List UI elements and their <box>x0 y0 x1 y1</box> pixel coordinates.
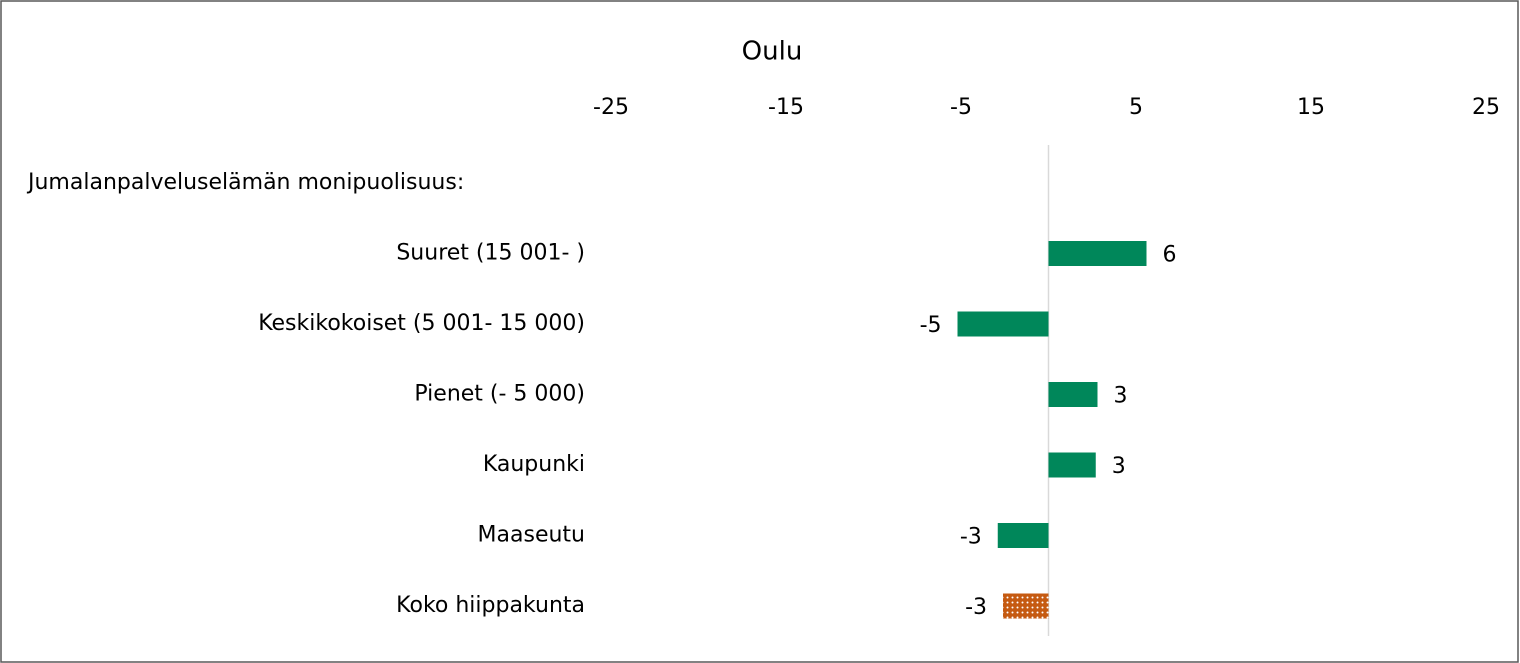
data-label: -5 <box>920 313 942 338</box>
y-tick-label: Maaseutu <box>478 523 585 548</box>
y-tick-label: Suuret (15 001- ) <box>396 241 585 266</box>
x-tick-label: -5 <box>950 95 972 120</box>
y-tick-label: Pienet (- 5 000) <box>414 382 585 407</box>
bar <box>1048 241 1147 266</box>
chart-title: Oulu <box>742 37 803 67</box>
x-tick-label: 25 <box>1472 95 1500 120</box>
x-tick-label: -15 <box>768 95 804 120</box>
y-tick-label: Kaupunki <box>483 452 585 477</box>
data-label: 6 <box>1163 243 1177 268</box>
x-tick-label: 5 <box>1129 95 1143 120</box>
x-tick-label: -25 <box>593 95 629 120</box>
data-label: -3 <box>960 525 982 550</box>
bar <box>957 311 1049 337</box>
x-tick-label: 15 <box>1297 95 1325 120</box>
y-tick-label: Keskikokoiset (5 001- 15 000) <box>258 311 585 336</box>
bar <box>1048 382 1098 407</box>
data-label: 3 <box>1112 454 1126 479</box>
group-header: Jumalanpalveluselämän monipuolisuus: <box>26 170 464 195</box>
data-label: 3 <box>1114 384 1128 409</box>
bar <box>997 523 1049 548</box>
data-label: -3 <box>965 595 987 620</box>
y-tick-label: Koko hiippakunta <box>396 593 585 618</box>
bar <box>1003 593 1049 619</box>
bar <box>1048 452 1096 478</box>
